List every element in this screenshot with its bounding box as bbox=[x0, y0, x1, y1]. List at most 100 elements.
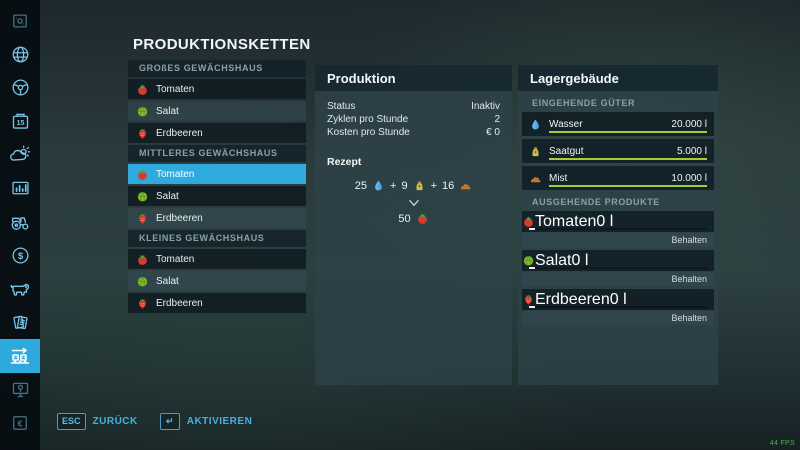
fill-bar bbox=[549, 131, 707, 133]
cow-icon bbox=[10, 283, 29, 296]
list-item-salat[interactable]: Salat bbox=[128, 101, 306, 121]
fill-bar bbox=[549, 158, 707, 160]
strawberry-icon bbox=[136, 127, 149, 140]
list-item-tomaten-selected[interactable]: Tomaten bbox=[128, 164, 306, 184]
output-row-label: Erdbeeren bbox=[535, 290, 610, 308]
output-mode-label: Behalten bbox=[671, 313, 707, 323]
fps-counter: 44 FPS bbox=[769, 440, 795, 447]
input-water-amount: 25 bbox=[354, 179, 367, 192]
output-mode-label: Behalten bbox=[671, 235, 707, 245]
steering-wheel-icon bbox=[11, 79, 29, 96]
chevron-down-icon bbox=[408, 200, 419, 206]
manure-icon bbox=[529, 172, 542, 185]
manure-icon bbox=[459, 179, 472, 192]
output-row-value: 0 l bbox=[571, 251, 589, 269]
seeds-icon bbox=[413, 179, 426, 192]
section-header-small-greenhouse: KLEINES GEWÄCHSHAUS bbox=[128, 230, 306, 247]
sidebar-item-help[interactable]: € bbox=[0, 406, 40, 440]
input-manure-amount: 16 bbox=[442, 179, 455, 192]
costs-value: € 0 bbox=[486, 127, 500, 138]
tomato-icon bbox=[136, 253, 149, 266]
list-item-label: Salat bbox=[156, 275, 179, 287]
storage-panel: Lagergebäude EINGEHENDE GÜTER Wasser 20.… bbox=[518, 65, 718, 385]
back-button[interactable]: ESC ZURÜCK bbox=[57, 413, 138, 430]
storage-row-label: Mist bbox=[549, 172, 568, 184]
output-mode-label: Behalten bbox=[671, 274, 707, 284]
storage-row-value: 5.000 l bbox=[676, 145, 707, 157]
plus-sign: + bbox=[390, 179, 397, 192]
sidebar-item-map[interactable] bbox=[0, 38, 40, 72]
production-panel: Produktion Status Inaktiv Zyklen pro Stu… bbox=[315, 65, 512, 385]
output-mode-salat[interactable]: Behalten bbox=[522, 272, 714, 286]
sidebar-item-garage[interactable] bbox=[0, 205, 40, 239]
list-item-tomaten[interactable]: Tomaten bbox=[128, 249, 306, 269]
activate-button[interactable]: ↵ AKTIVIEREN bbox=[159, 413, 253, 430]
sidebar-item-animals[interactable] bbox=[0, 272, 40, 306]
list-item-label: Tomaten bbox=[156, 253, 195, 265]
storage-row-wasser: Wasser 20.000 l bbox=[522, 112, 714, 136]
output-row-erdbeeren[interactable]: Erdbeeren 0 l bbox=[522, 289, 714, 310]
section-header-medium-greenhouse: MITTLERES GEWÄCHSHAUS bbox=[128, 145, 306, 162]
output-row-salat[interactable]: Salat 0 l bbox=[522, 250, 714, 271]
sidebar-item-calendar[interactable]: 15 bbox=[0, 105, 40, 139]
contracts-cards-icon bbox=[12, 315, 28, 329]
sidebar-item-production-chains[interactable] bbox=[0, 339, 40, 373]
sidebar-item-driving[interactable] bbox=[0, 71, 40, 105]
lettuce-icon bbox=[136, 105, 149, 118]
list-item-erdbeeren[interactable]: Erdbeeren bbox=[128, 208, 306, 228]
list-item-label: Tomaten bbox=[156, 168, 195, 180]
water-icon bbox=[529, 118, 542, 131]
storage-row-mist: Mist 10.000 l bbox=[522, 166, 714, 190]
input-seeds-amount: 9 bbox=[401, 179, 408, 192]
sidebar-item-money-transfer[interactable] bbox=[0, 4, 40, 38]
dollar-label: $ bbox=[17, 251, 23, 262]
storage-row-label: Wasser bbox=[549, 118, 583, 130]
sidebar-item-constructions[interactable] bbox=[0, 373, 40, 407]
list-item-label: Salat bbox=[156, 190, 179, 202]
list-item-label: Erdbeeren bbox=[156, 127, 203, 139]
output-mode-erdbeeren[interactable]: Behalten bbox=[522, 311, 714, 325]
cycles-row: Zyklen pro Stunde 2 bbox=[327, 113, 500, 126]
recipe-arrow bbox=[315, 198, 512, 208]
weather-icon bbox=[10, 145, 31, 161]
dollar-coin-icon: $ bbox=[11, 247, 29, 264]
sidebar-item-weather[interactable] bbox=[0, 138, 40, 172]
money-transfer-icon bbox=[13, 14, 27, 28]
storage-row-value: 10.000 l bbox=[671, 172, 707, 184]
list-item-salat[interactable]: Salat bbox=[128, 271, 306, 291]
seeds-icon bbox=[529, 145, 542, 158]
sidebar-item-contracts[interactable] bbox=[0, 306, 40, 340]
tractor-icon bbox=[11, 216, 29, 230]
water-icon bbox=[372, 179, 385, 192]
list-item-erdbeeren[interactable]: Erdbeeren bbox=[128, 293, 306, 313]
storage-row-value: 20.000 l bbox=[671, 118, 707, 130]
tomato-icon bbox=[416, 212, 429, 225]
tomato-icon bbox=[136, 83, 149, 96]
list-item-salat[interactable]: Salat bbox=[128, 186, 306, 206]
incoming-goods-header: EINGEHENDE GÜTER bbox=[532, 98, 636, 108]
production-list: GROßES GEWÄCHSHAUS Tomaten Salat Erdbeer… bbox=[128, 60, 306, 315]
lettuce-icon bbox=[136, 275, 149, 288]
list-item-erdbeeren[interactable]: Erdbeeren bbox=[128, 123, 306, 143]
status-row: Status Inaktiv bbox=[327, 100, 500, 113]
section-header-large-greenhouse: GROßES GEWÄCHSHAUS bbox=[128, 60, 306, 77]
output-row-label: Salat bbox=[535, 251, 572, 269]
esc-key: ESC bbox=[57, 413, 86, 430]
output-mode-tomaten[interactable]: Behalten bbox=[522, 233, 714, 247]
statistics-chart-icon bbox=[11, 181, 29, 195]
sidebar-item-statistics[interactable] bbox=[0, 172, 40, 206]
recipe-output: 50 bbox=[315, 212, 512, 225]
recipe-heading: Rezept bbox=[327, 156, 362, 168]
activate-label: AKTIVIEREN bbox=[186, 416, 253, 427]
status-value: Inaktiv bbox=[471, 101, 500, 112]
production-panel-title: Produktion bbox=[315, 65, 512, 91]
output-row-value: 0 l bbox=[609, 290, 627, 308]
empty-fill-bar bbox=[529, 228, 707, 230]
constructions-icon bbox=[12, 382, 28, 397]
list-item-label: Erdbeeren bbox=[156, 212, 203, 224]
storage-row-saatgut: Saatgut 5.000 l bbox=[522, 139, 714, 163]
list-item-tomaten[interactable]: Tomaten bbox=[128, 79, 306, 99]
output-row-tomaten[interactable]: Tomaten 0 l bbox=[522, 211, 714, 232]
production-info-rows: Status Inaktiv Zyklen pro Stunde 2 Koste… bbox=[315, 91, 512, 139]
sidebar-item-finances[interactable]: $ bbox=[0, 239, 40, 273]
